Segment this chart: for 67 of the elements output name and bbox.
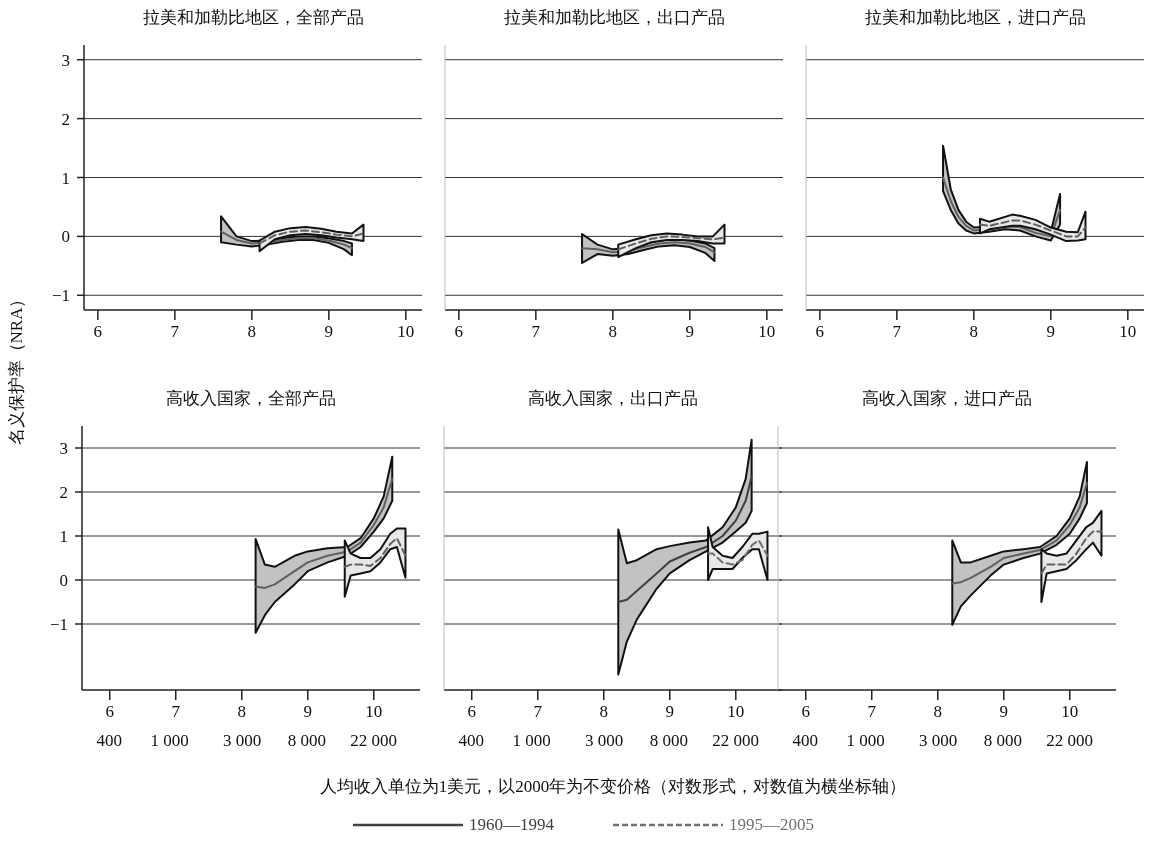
line-series [254,477,394,589]
x-tick-label: 6 [454,322,464,341]
x-tick-label: 7 [533,702,543,721]
y-tick-label: −1 [49,615,68,634]
x2-tick-label: 3 000 [585,731,624,750]
x-tick-label: 8 [599,702,609,721]
y-tick-label: 1 [59,527,68,546]
x2-tick-label: 8 000 [649,731,689,750]
x-tick-label: 7 [531,322,541,341]
x-tick-label: 8 [969,322,979,341]
x-tick-label: 10 [397,322,415,341]
x-tick-label: 10 [758,322,776,341]
x2-tick-label: 22 000 [1046,731,1094,750]
y-tick-label: 0 [59,571,68,590]
chart-title: 拉美和加勒比地区，出口产品 [503,8,725,27]
chart-title: 高收入国家，出口产品 [528,389,698,408]
x-tick-label: 9 [303,702,313,721]
x-tick-label: 10 [1119,322,1137,341]
y-tick-label: 0 [61,227,70,247]
x2-tick-label: 400 [96,731,122,750]
x-tick-label: 7 [170,322,180,341]
x2-tick-label: 3 000 [223,731,262,750]
x2-tick-label: 400 [792,731,818,750]
y-tick-label: 2 [59,483,68,502]
x2-tick-label: 8 000 [287,731,327,750]
line-series [343,537,407,568]
x2-tick-label: 22 000 [712,731,760,750]
x2-tick-label: 1 000 [512,731,551,750]
x-tick-label: 8 [247,322,257,341]
x-tick-label: 9 [665,702,675,721]
x2-tick-label: 1 000 [150,731,189,750]
x-tick-label: 10 [365,702,383,721]
x-tick-label: 8 [237,702,247,721]
text: 1960—1994 [469,815,555,834]
y-tick-label: 3 [61,50,70,70]
x-tick-label: 10 [1061,702,1079,721]
chart-title: 高收入国家，进口产品 [862,389,1032,408]
x-axis-title: 人均收入单位为1美元，以2000年为不变价格（对数形式，对数值为横坐标轴） [319,777,907,796]
y-tick-label: −1 [51,286,70,306]
text: 1995—2005 [729,815,814,834]
x-tick-label: 10 [727,702,745,721]
x-tick-label: 9 [999,702,1009,721]
x-tick-label: 6 [815,322,825,341]
y-tick-label: 1 [61,168,70,188]
x-tick-label: 6 [93,322,103,341]
x-tick-label: 7 [867,702,877,721]
x-tick-label: 7 [892,322,902,341]
x2-tick-label: 400 [458,731,484,750]
x-tick-label: 9 [1046,322,1056,341]
x-tick-label: 9 [324,322,334,341]
x2-tick-label: 22 000 [350,731,398,750]
y-tick-label: 2 [61,109,70,129]
x-tick-label: 6 [467,702,476,721]
y-tick-label: 3 [59,439,68,458]
y-axis-title: 名义保护率（NRA） [7,290,26,446]
x2-tick-label: 3 000 [919,731,958,750]
x2-tick-label: 1 000 [846,731,885,750]
x-tick-label: 7 [171,702,181,721]
x-tick-label: 6 [801,702,810,721]
x-tick-label: 6 [105,702,114,721]
x-tick-label: 9 [685,322,695,341]
x-tick-label: 8 [933,702,943,721]
x-tick-label: 8 [608,322,618,341]
chart-title: 高收入国家，全部产品 [166,389,336,408]
chart-title: 拉美和加勒比地区，全部产品 [142,8,364,27]
chart-title: 拉美和加勒比地区，进口产品 [864,8,1086,27]
x2-tick-label: 8 000 [983,731,1023,750]
